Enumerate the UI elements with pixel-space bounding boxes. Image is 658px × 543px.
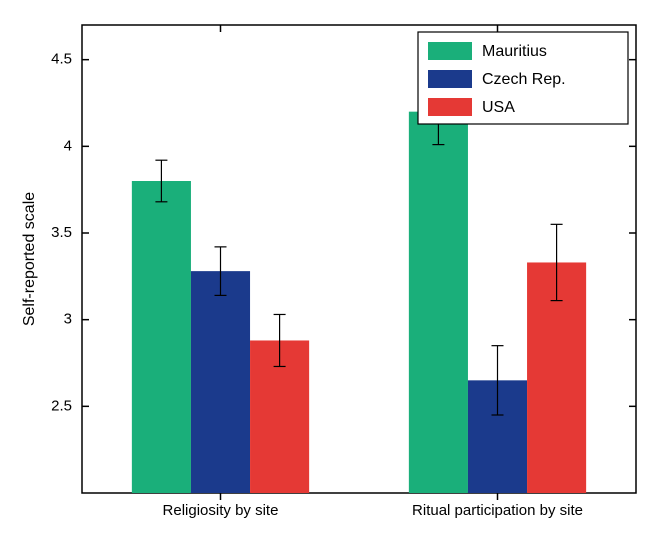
bar-chart: 2.5 3 3.5 4 4.5 Self-reported scale Religiosit… xyxy=(0,0,658,543)
legend-swatch-czech xyxy=(428,70,472,88)
y-tick-label: 4.5 xyxy=(51,51,72,68)
chart-container: 2.5 3 3.5 4 4.5 Self-reported scale Religiosit… xyxy=(0,0,658,543)
y-axis-label: Self-reported scale xyxy=(21,192,38,326)
bar-mauritius xyxy=(409,112,468,493)
legend-label-czech: Czech Rep. xyxy=(482,71,566,88)
y-tick-label: 3 xyxy=(64,311,72,328)
bar-czech xyxy=(191,271,250,493)
legend-swatch-mauritius xyxy=(428,42,472,60)
y-tick-label: 4 xyxy=(64,137,72,154)
legend-label-mauritius: Mauritius xyxy=(482,43,547,60)
legend-label-usa: USA xyxy=(482,99,515,116)
legend-swatch-usa xyxy=(428,98,472,116)
x-tick-label: Ritual participation by site xyxy=(412,502,583,519)
y-tick-label: 2.5 xyxy=(51,397,72,414)
y-tick-label: 3.5 xyxy=(51,224,72,241)
bar-mauritius xyxy=(132,181,191,493)
x-tick-label: Religiosity by site xyxy=(163,502,279,519)
